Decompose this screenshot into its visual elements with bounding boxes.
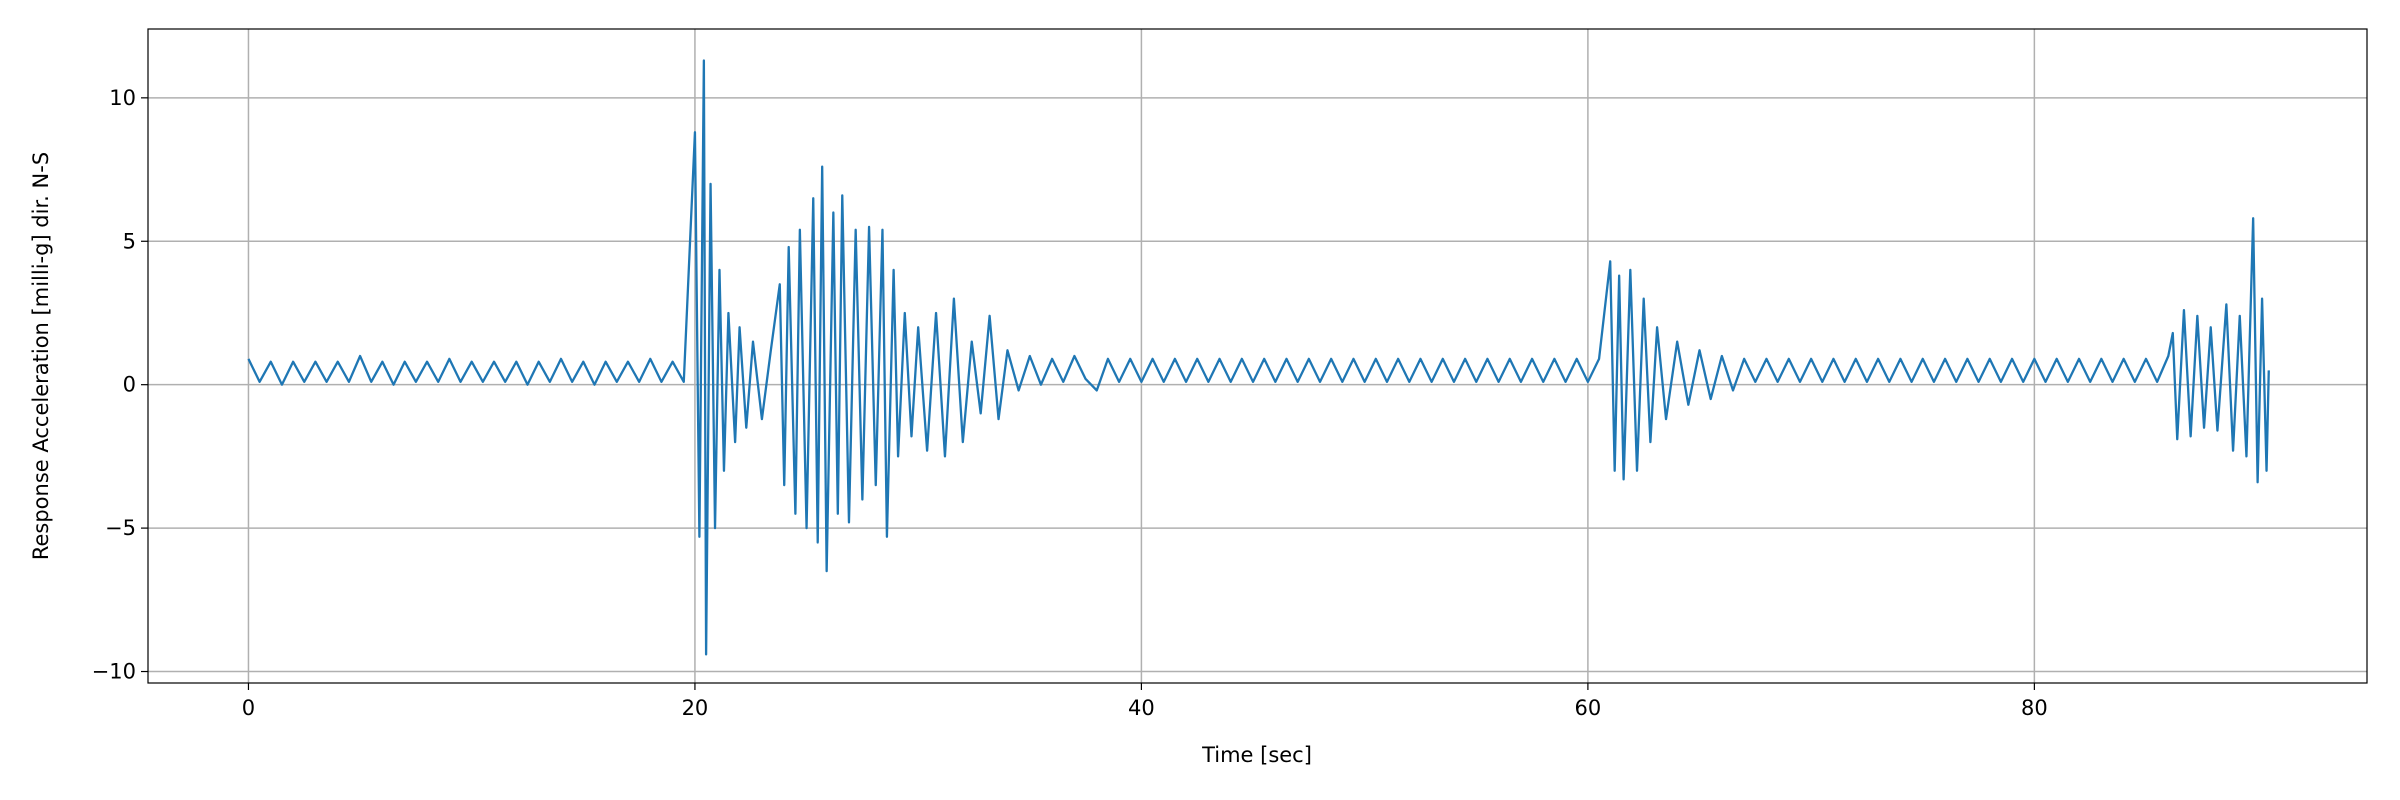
y-tick-label: 10: [109, 86, 136, 110]
plot-frame: [147, 28, 2368, 684]
y-tick-label: −5: [105, 516, 136, 540]
x-tick-label: 0: [242, 696, 255, 720]
x-tick-label: 60: [1575, 696, 1602, 720]
y-tick-label: 5: [123, 229, 136, 253]
y-tick-label: 0: [123, 373, 136, 397]
x-axis-label: Time [sec]: [1201, 743, 1312, 767]
x-tick-label: 20: [682, 696, 709, 720]
signal-line: [247, 59, 2270, 656]
x-tick-label: 80: [2021, 696, 2048, 720]
x-tick-label: 40: [1128, 696, 1155, 720]
y-tick-label: −10: [92, 660, 136, 684]
y-axis-label: Response Acceleration [milli-g] dir. N-S: [29, 152, 53, 560]
